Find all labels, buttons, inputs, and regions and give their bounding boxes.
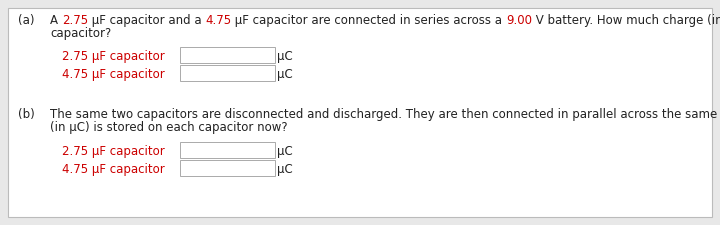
Text: (a): (a) bbox=[18, 14, 35, 27]
Text: 4.75 µF capacitor: 4.75 µF capacitor bbox=[62, 68, 165, 81]
Text: 4.75 µF capacitor: 4.75 µF capacitor bbox=[62, 163, 165, 176]
Text: µF capacitor are connected in series across a: µF capacitor are connected in series acr… bbox=[231, 14, 506, 27]
Text: 2.75: 2.75 bbox=[62, 14, 88, 27]
Text: 2.75 µF capacitor: 2.75 µF capacitor bbox=[62, 145, 165, 158]
Text: µC: µC bbox=[277, 163, 293, 176]
Text: The same two capacitors are disconnected and discharged. They are then connected: The same two capacitors are disconnected… bbox=[50, 108, 720, 121]
Bar bbox=[180, 160, 275, 176]
Text: µC: µC bbox=[277, 68, 293, 81]
Bar bbox=[180, 47, 275, 63]
Text: 9.00: 9.00 bbox=[506, 14, 532, 27]
Text: µC: µC bbox=[277, 145, 293, 158]
Text: capacitor?: capacitor? bbox=[50, 27, 112, 40]
Text: µC: µC bbox=[277, 50, 293, 63]
Text: A: A bbox=[50, 14, 62, 27]
Text: V battery. How much charge (in µC) is stored on each: V battery. How much charge (in µC) is st… bbox=[532, 14, 720, 27]
Text: (b): (b) bbox=[18, 108, 35, 121]
Text: 4.75: 4.75 bbox=[205, 14, 231, 27]
Text: µF capacitor and a: µF capacitor and a bbox=[88, 14, 205, 27]
Bar bbox=[180, 65, 275, 81]
Text: (in µC) is stored on each capacitor now?: (in µC) is stored on each capacitor now? bbox=[50, 121, 287, 134]
Bar bbox=[180, 142, 275, 158]
Text: 2.75 µF capacitor: 2.75 µF capacitor bbox=[62, 50, 165, 63]
